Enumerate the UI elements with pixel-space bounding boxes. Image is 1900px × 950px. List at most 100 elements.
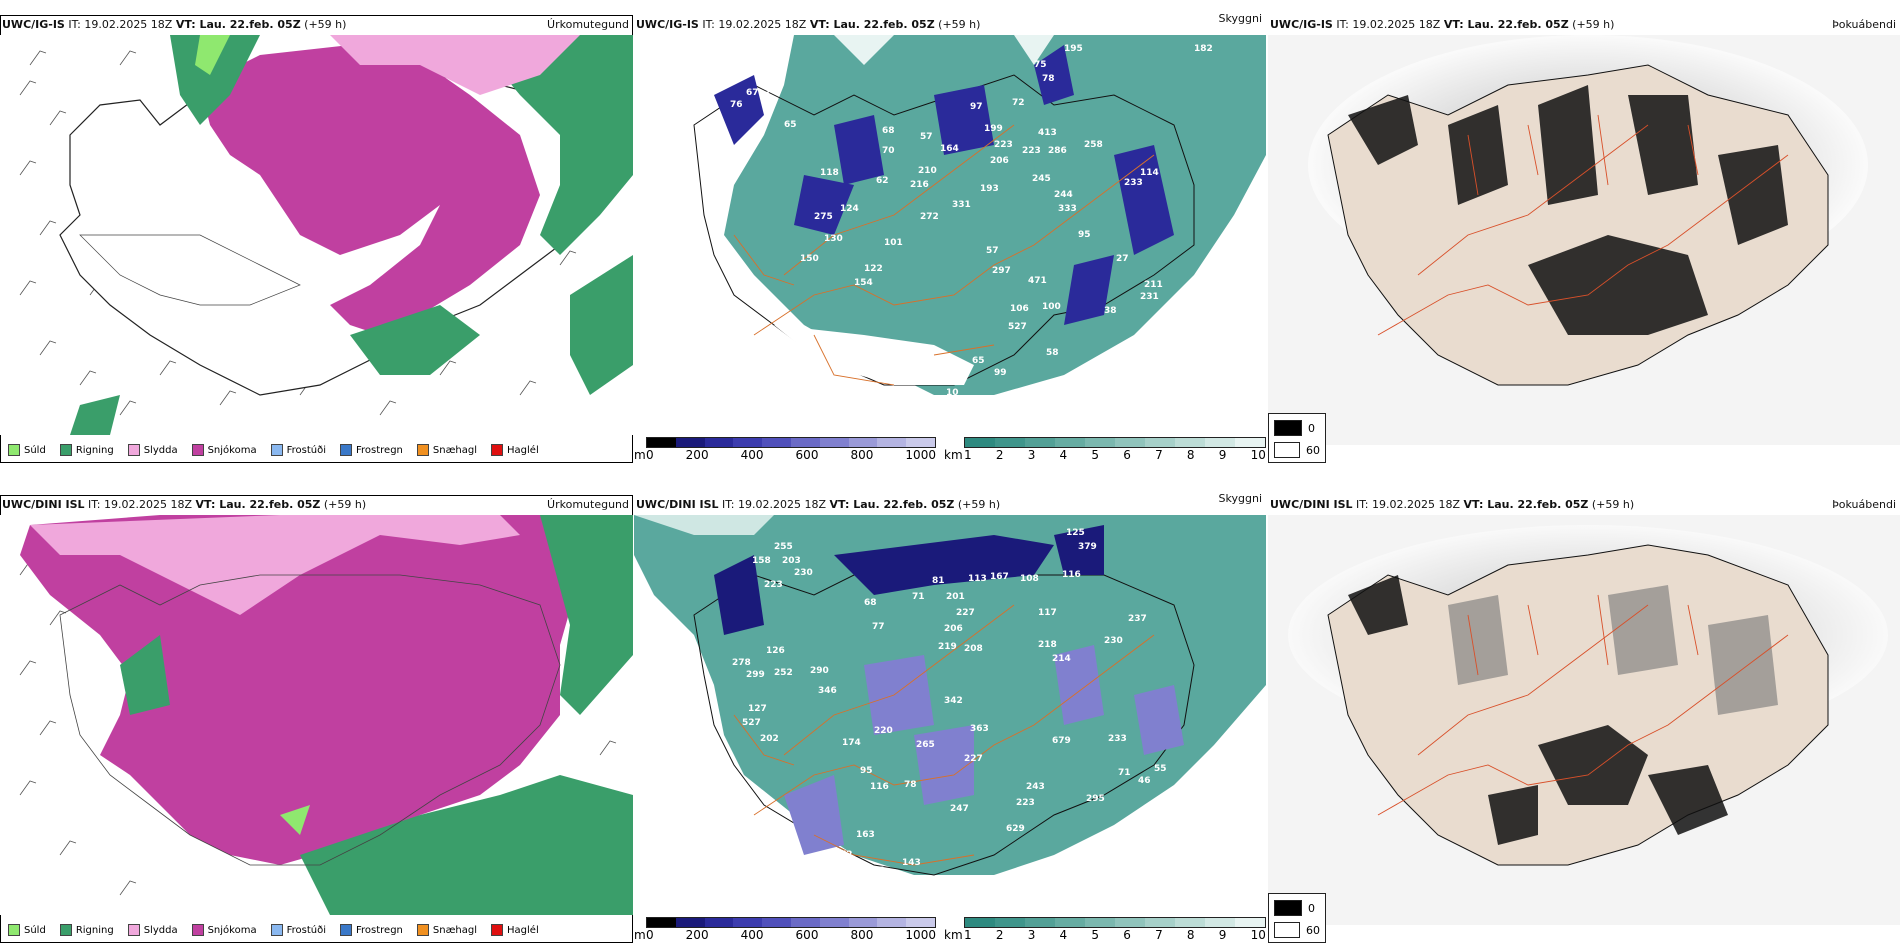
colorbar-swatches	[964, 917, 1266, 928]
tick-label: 7	[1155, 928, 1163, 942]
vis-label: 81	[932, 576, 945, 586]
precip-legend: Súld Rigning Slydda Snjókoma Frostúði Fr…	[2, 439, 631, 461]
vis-label: 193	[980, 184, 999, 194]
rain-area-ne	[540, 515, 633, 715]
swatch	[340, 444, 352, 456]
road-network	[733, 604, 1155, 866]
vis-label: 275	[814, 212, 833, 222]
vis-label: 379	[1078, 542, 1097, 552]
vis-label: 211	[1144, 280, 1163, 290]
visibility-map: 125 379 255 158 203 230 223 68 77 71 81 …	[634, 515, 1266, 915]
vis-label: 97	[970, 102, 983, 112]
rain-area-west	[120, 635, 170, 715]
iceland-outline	[59, 574, 561, 866]
vis-label: 108	[1020, 574, 1039, 584]
precip-map	[0, 515, 633, 915]
legend-item-slydda: Slydda	[127, 924, 178, 936]
legend-item-haglel: Haglél	[491, 444, 539, 456]
lead-time: (+59 h)	[957, 498, 1001, 511]
panel-title: UWC/DINI ISL IT: 19.02.2025 18Z VT: Lau.…	[636, 498, 1001, 511]
iceland-outline	[693, 74, 1195, 386]
vis-label: 233	[1108, 734, 1127, 744]
vis-label: 223	[994, 140, 1013, 150]
fog-dark-areas	[1348, 85, 1788, 335]
vis-label: 27	[1116, 254, 1129, 264]
colorbar-unit: km	[944, 928, 963, 942]
model-name: UWC/DINI ISL	[2, 498, 85, 511]
fog-legend-row: 60	[1274, 922, 1320, 938]
panel-title: UWC/IG-IS IT: 19.02.2025 18Z VT: Lau. 22…	[636, 18, 981, 31]
vis-label: 56	[764, 86, 777, 96]
valid-time: Lau. 22.feb. 05Z	[199, 18, 301, 31]
panel-type-label: Þokuábendi	[1832, 498, 1896, 511]
fog-map-svg	[1268, 35, 1900, 445]
legend-item-frostudi: Frostúði	[270, 924, 326, 936]
vis-label: 99	[756, 66, 769, 76]
rain-area	[470, 35, 633, 255]
vis-label: 100	[1042, 302, 1061, 312]
swatch	[191, 444, 204, 456]
legend-item-rigning: Rigning	[59, 444, 114, 456]
precip-map	[0, 35, 633, 435]
vis-label: 219	[938, 642, 957, 652]
tick-label: 600	[795, 448, 819, 462]
fog-legend: 0 60	[1268, 893, 1326, 943]
vis-label: 127	[748, 704, 767, 714]
valid-time: Lau. 22.feb. 05Z	[219, 498, 321, 511]
swatch	[491, 444, 504, 456]
swatch	[491, 924, 504, 936]
legend-label: Snjókoma	[207, 444, 257, 456]
tick-label: 4	[1059, 928, 1068, 942]
vis-label: 199	[984, 124, 1003, 134]
vis-label: 201	[946, 592, 965, 602]
vis-label: 182	[1194, 44, 1213, 54]
vis-label: 244	[1054, 190, 1073, 200]
swatch	[1274, 900, 1302, 916]
fog-legend-row: 0	[1274, 420, 1320, 436]
init-time: 19.02.2025 18Z	[1372, 498, 1461, 511]
tick-label: 1000	[905, 928, 936, 942]
swatch	[416, 924, 429, 936]
swatch	[1274, 420, 1302, 436]
visibility-value-labels: 195 182 75 78 99 95 67 56 76 65 97 72 68…	[730, 44, 1213, 406]
legend-label: Frostúði	[286, 444, 326, 456]
drizzle-area	[195, 35, 230, 75]
vis-label: 99	[994, 368, 1007, 378]
legend-item-frostregn: Frostregn	[340, 444, 403, 456]
vis-label: 67	[746, 88, 759, 98]
vis-label: 124	[840, 204, 859, 214]
terrain-blue-patches	[714, 525, 1104, 635]
clear-area-south	[774, 325, 974, 385]
legend-label: Frostúði	[286, 924, 326, 936]
rain-area-east	[570, 255, 633, 395]
vis-label: 143	[902, 858, 921, 868]
vis-label: 208	[964, 644, 983, 654]
vis-label: 116	[870, 782, 889, 792]
vis-label: 95	[1078, 230, 1091, 240]
fog-legend-row: 60	[1274, 442, 1320, 458]
vis-label: 342	[944, 696, 963, 706]
vis-label: 214	[1052, 654, 1071, 664]
vis-label: 227	[964, 754, 983, 764]
vis-label: 237	[1128, 614, 1147, 624]
legend-label: 0	[1308, 901, 1315, 915]
tick-label: 200	[685, 928, 709, 942]
vis-label: 272	[920, 212, 939, 222]
vis-label: 10	[946, 388, 959, 398]
vis-label: 116	[1062, 570, 1081, 580]
vis-label: 227	[956, 608, 975, 618]
snow-area	[200, 45, 540, 335]
legend-item-slydda: Slydda	[127, 444, 178, 456]
vis-label: 46	[1138, 776, 1151, 786]
colorbar-ticks: 1 2 3 4 5 6 7 8 9 10	[964, 448, 1266, 462]
vis-label: 77	[872, 622, 885, 632]
swatch	[416, 444, 429, 456]
colorbar-ticks: 0 200 400 600 800 1000	[646, 448, 936, 462]
tick-label: 2	[995, 928, 1004, 942]
vis-label: 154	[854, 278, 873, 288]
rain-area-west	[170, 35, 260, 125]
vis-label: 68	[882, 126, 895, 136]
vis-label: 230	[794, 568, 813, 578]
km-colorbar: km 1 2 3 4 5 6 7 8 9 10	[944, 437, 1266, 465]
vis-label: 150	[800, 254, 819, 264]
